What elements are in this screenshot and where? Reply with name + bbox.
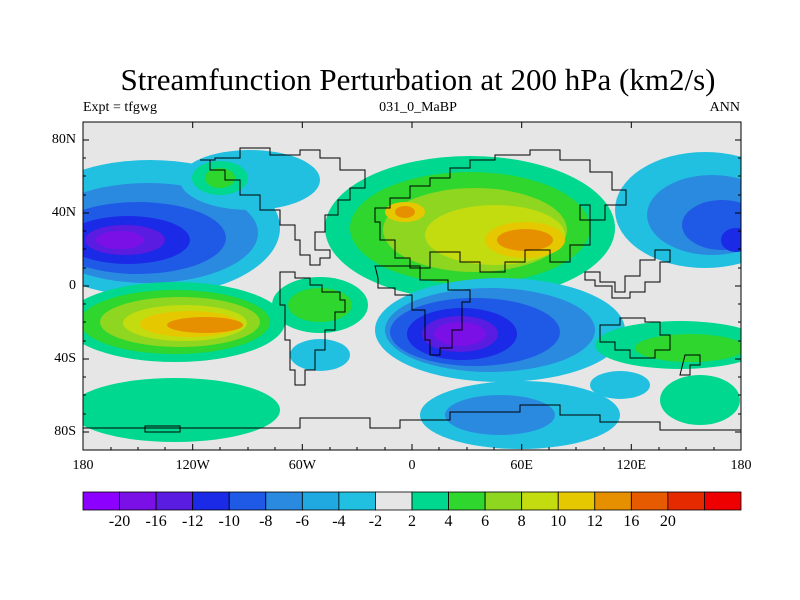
colorbar-swatch	[192, 491, 230, 511]
colorbar-label: 12	[586, 513, 603, 530]
colorbar-swatch	[82, 491, 120, 511]
colorbar-label: 8	[517, 513, 526, 530]
colorbar-swatch	[594, 491, 632, 511]
colorbar-swatch	[521, 491, 559, 511]
colorbar-swatch	[448, 491, 486, 511]
lon-label-120e: 120E	[616, 458, 647, 473]
colorbar-swatch	[667, 491, 705, 511]
colorbar-label: -12	[181, 513, 204, 530]
lat-minor-ticks	[83, 157, 741, 415]
lat-label-40s: 40S	[54, 351, 76, 366]
colorbar-swatch	[375, 491, 413, 511]
lat-label-80s: 80S	[54, 424, 76, 439]
colorbar-swatch	[411, 491, 449, 511]
lon-label-180e: 180	[730, 458, 752, 473]
colorbar-swatch	[704, 491, 742, 511]
colorbar-label: -20	[108, 513, 131, 530]
lon-ticks	[192, 122, 632, 450]
lat-label-80n: 80N	[51, 132, 76, 147]
colorbar-swatch	[630, 491, 669, 511]
lon-label-0: 0	[408, 458, 416, 473]
colorbar-label: -8	[259, 513, 273, 530]
colorbar-label: 4	[444, 513, 453, 530]
map-title: Streamfunction Perturbation at 200 hPa (…	[120, 62, 716, 97]
colorbar-label: 20	[659, 513, 676, 530]
lat-label-0: 0	[69, 278, 76, 293]
colorbar-swatch	[119, 491, 157, 511]
colorbar-swatch	[484, 491, 523, 511]
lat-label-40n: 40N	[51, 205, 76, 220]
colorbar-swatch	[338, 491, 376, 511]
colorbar-label: 16	[623, 513, 640, 530]
continent-outlines	[83, 147, 741, 433]
colorbar-label: -16	[145, 513, 167, 530]
colorbar-swatch	[301, 491, 340, 511]
colorbar-label: -2	[368, 513, 383, 530]
colorbar-swatch	[155, 491, 194, 511]
colorbar-label: -4	[332, 513, 346, 530]
lon-label-120w: 120W	[175, 458, 210, 473]
colorbar-swatch	[557, 491, 596, 511]
colorbar-label: 6	[481, 513, 490, 530]
lon-label-60e: 60E	[510, 458, 533, 473]
contour-fills	[83, 150, 741, 449]
colorbar-swatch	[228, 491, 267, 511]
lon-minor-ticks	[110, 447, 715, 450]
colorbar-label: -10	[218, 513, 240, 530]
colorbar-label: 2	[408, 513, 416, 530]
colorbar-label: -6	[295, 513, 309, 530]
lon-label-60w: 60W	[288, 458, 316, 473]
colorbar-swatch	[265, 491, 303, 511]
period-label: 031_0_MaBP	[379, 100, 457, 115]
season-label: ANN	[709, 100, 740, 115]
colorbar	[82, 491, 742, 511]
colorbar-label: 10	[550, 513, 567, 530]
lat-ticks	[83, 139, 741, 433]
lon-label-180w: 180	[72, 458, 94, 473]
experiment-label: Expt = tfgwg	[83, 100, 157, 115]
